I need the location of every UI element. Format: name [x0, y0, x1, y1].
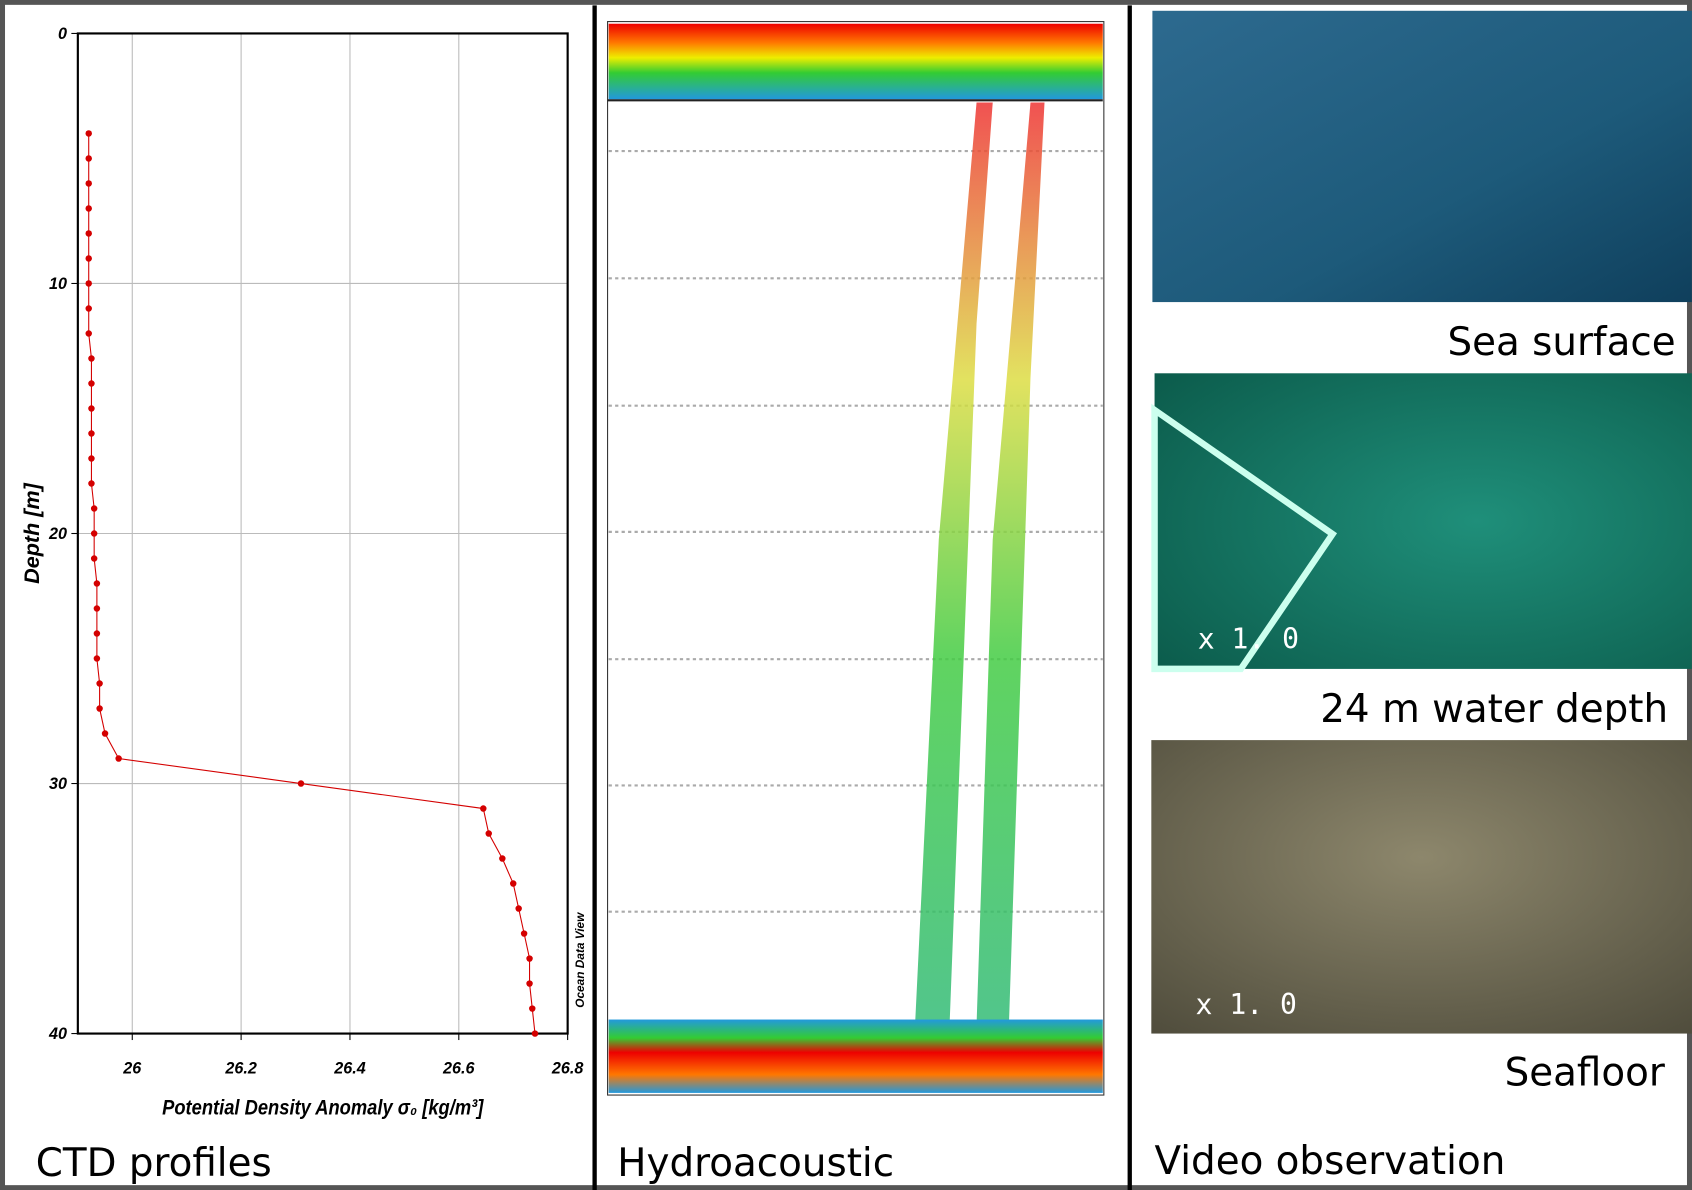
x-tick-label: 26.4 [333, 1059, 365, 1077]
data-point [499, 855, 506, 862]
y-tick-label: 0 [58, 25, 67, 43]
data-point [88, 405, 95, 412]
plot-area [76, 32, 569, 1035]
x-tick-label: 26.2 [224, 1059, 256, 1077]
data-point [85, 155, 92, 162]
data-point [88, 355, 95, 362]
y-tick-label: 20 [48, 525, 67, 543]
y-tick-label: 10 [49, 275, 67, 293]
panel-label: CTD profiles [36, 1141, 272, 1186]
x-axis-label: Potential Density Anomaly σ₀ [kg/m³] [162, 1096, 484, 1120]
data-point [88, 430, 95, 437]
data-point [85, 330, 92, 337]
data-point [85, 255, 92, 262]
watermark: Ocean Data View [573, 912, 587, 1008]
data-point [85, 305, 92, 312]
data-point [88, 480, 95, 487]
photo-sea-surface [1152, 10, 1692, 303]
photo-caption: Sea surface [1447, 320, 1675, 365]
photo-caption: Seafloor [1505, 1050, 1665, 1095]
panel-label: Hydroacoustic [617, 1141, 894, 1186]
data-point [529, 1005, 536, 1012]
x-tick-label: 26 [122, 1059, 142, 1077]
data-point [85, 130, 92, 137]
y-axis-label: Depth [m] [19, 482, 44, 583]
y-tick-label: 40 [48, 1025, 67, 1043]
data-point [85, 180, 92, 187]
zoom-label: x 1. 0 [1196, 988, 1297, 1021]
data-point [526, 980, 533, 987]
data-point [509, 880, 517, 887]
data-point [88, 455, 95, 462]
data-point [485, 830, 492, 837]
data-point [90, 530, 98, 537]
y-tick-label: 30 [49, 775, 67, 793]
data-point [480, 805, 487, 812]
zoom-label: x 1. 0 [1198, 622, 1299, 655]
photo-seafloor [1151, 740, 1692, 1034]
data-point [85, 280, 92, 287]
data-point [520, 930, 528, 937]
data-point [93, 630, 101, 637]
data-point [93, 605, 101, 612]
data-point [93, 580, 101, 587]
data-point [85, 205, 92, 212]
photo-mid-water [1154, 373, 1692, 669]
data-point [90, 505, 98, 512]
data-point [96, 705, 103, 712]
data-point [93, 655, 101, 662]
x-tick-label: 26.8 [551, 1059, 583, 1077]
data-point [115, 755, 122, 762]
data-point [101, 730, 109, 737]
data-point [526, 955, 533, 962]
data-point [85, 230, 92, 237]
frame-structure [1151, 403, 1338, 673]
data-point [531, 1030, 539, 1037]
data-point [90, 555, 98, 562]
echogram [607, 21, 1105, 1096]
data-point [515, 905, 522, 912]
x-tick-label: 26.6 [442, 1059, 475, 1077]
data-point [96, 680, 103, 687]
data-point [88, 380, 95, 387]
data-point [297, 780, 305, 787]
photo-caption: 24 m water depth [1320, 687, 1668, 732]
ctd-plot: 26 26.2 26.4 26.6 26.8 0 10 20 30 40 Potential Den… [19, 25, 587, 1120]
panel-label: Video observation [1155, 1139, 1506, 1184]
